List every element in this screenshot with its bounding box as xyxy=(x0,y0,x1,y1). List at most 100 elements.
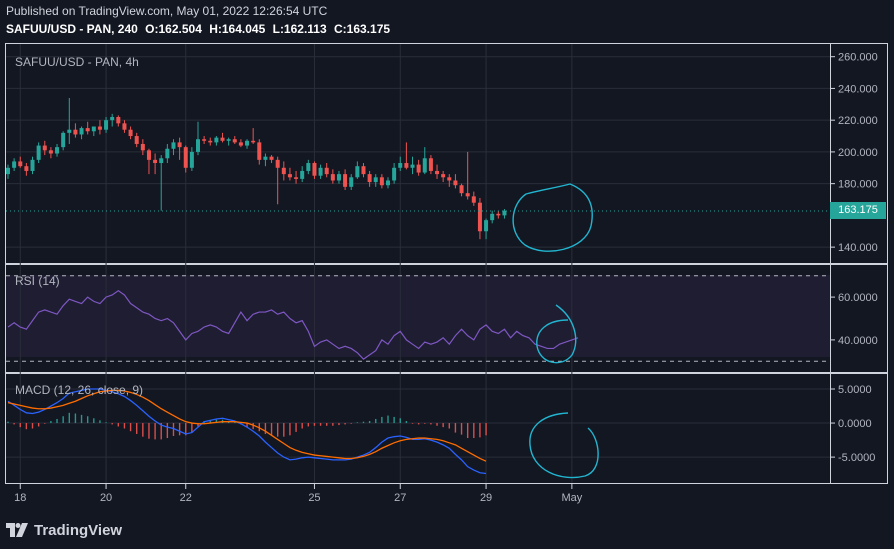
candle-body xyxy=(146,150,151,160)
candle-body xyxy=(318,167,323,176)
time-tick-label: 20 xyxy=(100,492,112,504)
rsi-tick-label: 40.0000 xyxy=(838,335,878,347)
candle-body xyxy=(502,210,507,216)
price-tick-label: 240.000 xyxy=(838,83,878,95)
last-price-tag: 163.175 xyxy=(830,202,886,219)
candle-body xyxy=(379,177,384,186)
macd-tick-label: 0.0000 xyxy=(838,418,872,430)
candle-body xyxy=(238,142,243,146)
candle-body xyxy=(294,177,299,179)
symbol-label[interactable]: SAFUU/USD - PAN, 240 xyxy=(6,22,138,36)
price-tick-label: 260.000 xyxy=(838,52,878,64)
candle-body xyxy=(336,174,341,181)
candle-body xyxy=(183,147,188,168)
brand-name: TradingView xyxy=(34,521,123,539)
candle-body xyxy=(343,174,348,187)
candle-body xyxy=(386,180,390,186)
candle-body xyxy=(269,156,274,160)
candle-body xyxy=(128,129,133,137)
candle-body xyxy=(226,139,231,141)
candle-body xyxy=(202,139,207,141)
candle-body xyxy=(422,158,427,173)
candle-body xyxy=(208,140,213,143)
candle-body xyxy=(116,117,121,124)
time-tick-label: 18 xyxy=(14,492,26,504)
candle-body xyxy=(367,174,372,183)
time-axis[interactable]: 18 20 22 25 27 29 May xyxy=(14,484,583,504)
candle-body xyxy=(410,164,415,168)
price-tick-label: 140.000 xyxy=(838,242,878,254)
time-tick-label: 22 xyxy=(180,492,192,504)
candle-body xyxy=(30,159,35,171)
candle-body xyxy=(79,128,84,135)
annotation-circle-price xyxy=(512,183,593,252)
candle-body xyxy=(196,139,200,152)
candle-body xyxy=(159,158,164,164)
candle-body xyxy=(97,126,102,130)
candle-body xyxy=(428,158,433,171)
candle-body xyxy=(441,174,446,178)
macd-line xyxy=(7,388,487,475)
high-value: H:164.045 xyxy=(209,22,266,36)
candle-body xyxy=(48,150,53,154)
candle-body xyxy=(104,120,109,130)
candle-body xyxy=(465,193,470,197)
candle-body xyxy=(6,167,10,175)
rsi-layer xyxy=(6,275,830,362)
candle-body xyxy=(373,177,378,183)
candle-body xyxy=(484,220,489,232)
candle-body xyxy=(55,147,60,154)
candle-body xyxy=(24,166,29,171)
candle-body xyxy=(171,142,176,149)
candle-body xyxy=(275,159,280,168)
candle-body xyxy=(232,139,237,143)
candles-layer xyxy=(6,97,507,240)
candle-body xyxy=(214,137,219,143)
time-tick-label: 29 xyxy=(480,492,492,504)
candle-body xyxy=(12,161,17,168)
candle-body xyxy=(435,170,440,175)
candle-body xyxy=(85,128,90,132)
candle-body xyxy=(324,167,329,175)
candle-body xyxy=(61,132,66,148)
price-tick-label: 200.000 xyxy=(838,147,878,159)
price-tick-label: 180.000 xyxy=(838,179,878,191)
tradingview-brand[interactable]: TradingView xyxy=(6,519,122,541)
candle-body xyxy=(392,167,397,181)
candle-body xyxy=(306,163,311,171)
rsi-line xyxy=(7,289,579,360)
candle-body xyxy=(153,159,158,164)
macd-tick-label: -5.0000 xyxy=(838,452,875,464)
rsi-tick-label: 60.0000 xyxy=(838,292,878,304)
price-pane-frame xyxy=(5,43,888,264)
candle-body xyxy=(281,167,286,175)
open-value: O:162.504 xyxy=(145,22,202,36)
candle-body xyxy=(287,174,292,178)
candle-body xyxy=(490,213,495,221)
signal-line xyxy=(7,389,487,462)
candle-body xyxy=(251,140,256,143)
candle-body xyxy=(355,166,360,178)
candle-body xyxy=(122,123,127,130)
candle-body xyxy=(245,140,250,146)
candle-body xyxy=(42,145,47,151)
candle-body xyxy=(416,164,421,173)
candle-body xyxy=(177,142,182,148)
candle-body xyxy=(134,136,139,144)
price-axis[interactable]: 260.000 240.000 220.000 200.000 180.000 140.0… xyxy=(830,52,878,464)
candle-body xyxy=(447,177,452,181)
annotation-circle-macd xyxy=(529,412,599,479)
annotation-circle-rsi xyxy=(536,304,577,364)
candle-body xyxy=(300,170,305,179)
candle-body xyxy=(477,202,482,232)
candle-body xyxy=(67,129,72,133)
time-tick-label: 25 xyxy=(308,492,320,504)
candle-body xyxy=(110,117,115,121)
close-value: C:163.175 xyxy=(334,22,391,36)
rsi-pane-title: RSI (14) xyxy=(15,274,60,288)
candle-body xyxy=(361,166,366,175)
candle-body xyxy=(36,145,41,160)
time-tick-label: 27 xyxy=(394,492,406,504)
rsi-band-fill xyxy=(6,275,830,357)
